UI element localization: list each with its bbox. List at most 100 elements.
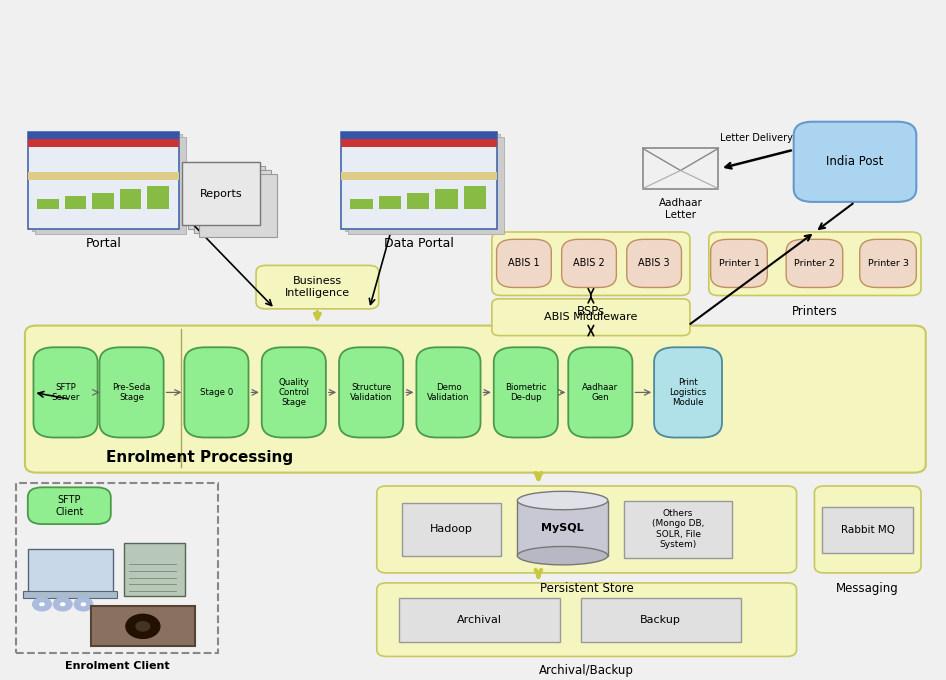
Text: Printers: Printers <box>792 305 838 318</box>
Text: Rabbit MQ: Rabbit MQ <box>841 525 895 535</box>
Circle shape <box>80 602 86 607</box>
Ellipse shape <box>517 492 608 510</box>
Bar <box>27 132 179 228</box>
FancyBboxPatch shape <box>815 486 921 573</box>
Bar <box>341 132 497 228</box>
Bar <box>91 607 195 647</box>
Bar <box>341 173 497 180</box>
Circle shape <box>39 602 44 607</box>
Text: Structure
Validation: Structure Validation <box>350 383 393 402</box>
Bar <box>37 199 59 209</box>
FancyBboxPatch shape <box>569 347 633 437</box>
Bar <box>407 192 429 209</box>
Bar <box>341 132 497 139</box>
Bar <box>15 483 219 653</box>
Text: Pre-Seda
Stage: Pre-Seda Stage <box>113 383 150 402</box>
Text: Reports: Reports <box>200 188 242 199</box>
Text: ABIS 1: ABIS 1 <box>508 258 540 269</box>
Bar <box>642 148 718 188</box>
Bar <box>200 174 277 237</box>
Text: Aadhaar
Gen: Aadhaar Gen <box>583 383 619 402</box>
FancyBboxPatch shape <box>492 232 690 296</box>
Text: ABIS Middleware: ABIS Middleware <box>544 312 638 322</box>
Text: Archival: Archival <box>457 615 502 625</box>
FancyBboxPatch shape <box>377 583 797 656</box>
FancyBboxPatch shape <box>627 239 681 288</box>
Text: BSPs: BSPs <box>577 305 604 318</box>
FancyBboxPatch shape <box>654 347 722 437</box>
Text: Print
Logistics
Module: Print Logistics Module <box>670 377 707 407</box>
Bar <box>435 189 458 209</box>
Bar <box>35 137 186 234</box>
Bar <box>23 591 117 598</box>
FancyBboxPatch shape <box>25 326 926 473</box>
Bar <box>517 500 608 556</box>
FancyBboxPatch shape <box>33 347 97 437</box>
Bar <box>31 135 183 231</box>
Bar <box>27 132 179 139</box>
FancyBboxPatch shape <box>99 347 164 437</box>
Bar <box>27 549 113 593</box>
FancyBboxPatch shape <box>339 347 403 437</box>
FancyBboxPatch shape <box>786 239 843 288</box>
Text: India Post: India Post <box>826 155 884 169</box>
Bar <box>378 196 401 209</box>
Text: Backup: Backup <box>640 615 681 625</box>
FancyBboxPatch shape <box>416 347 481 437</box>
FancyBboxPatch shape <box>184 347 249 437</box>
Circle shape <box>32 598 51 611</box>
FancyBboxPatch shape <box>860 239 917 288</box>
FancyBboxPatch shape <box>709 232 921 296</box>
Circle shape <box>135 621 150 632</box>
Text: Hadoop: Hadoop <box>430 524 473 534</box>
Text: ABIS 2: ABIS 2 <box>573 258 604 269</box>
Text: SFTP
Client: SFTP Client <box>55 495 83 517</box>
Text: Printer 1: Printer 1 <box>719 259 760 268</box>
Text: Quality
Control
Stage: Quality Control Stage <box>278 377 309 407</box>
Text: Business
Intelligence: Business Intelligence <box>285 276 350 298</box>
FancyBboxPatch shape <box>494 347 558 437</box>
Circle shape <box>53 598 72 611</box>
Bar <box>399 598 560 642</box>
Text: Printer 3: Printer 3 <box>867 259 908 268</box>
Bar <box>188 166 266 229</box>
Bar <box>119 189 141 209</box>
Text: Others
(Mongo DB,
SOLR, File
System): Others (Mongo DB, SOLR, File System) <box>652 509 705 549</box>
Bar <box>27 173 179 180</box>
Bar <box>183 162 260 225</box>
Text: Persistent Store: Persistent Store <box>540 581 634 594</box>
Text: Portal: Portal <box>85 237 121 250</box>
Bar <box>581 598 741 642</box>
Text: Enrolment Processing: Enrolment Processing <box>106 450 293 465</box>
Bar <box>27 139 179 148</box>
Text: SFTP
Server: SFTP Server <box>51 383 79 402</box>
Bar <box>348 137 504 234</box>
Circle shape <box>126 614 160 639</box>
Text: Aadhaar
Letter: Aadhaar Letter <box>658 198 703 220</box>
Text: MySQL: MySQL <box>541 523 584 533</box>
Bar <box>402 503 501 556</box>
Bar <box>350 199 373 209</box>
FancyBboxPatch shape <box>710 239 767 288</box>
Bar <box>624 500 732 558</box>
Bar <box>124 543 185 596</box>
Text: Letter Delivery: Letter Delivery <box>720 133 793 143</box>
Bar <box>92 192 114 209</box>
FancyBboxPatch shape <box>492 299 690 336</box>
FancyBboxPatch shape <box>256 265 378 309</box>
FancyBboxPatch shape <box>377 486 797 573</box>
FancyBboxPatch shape <box>262 347 325 437</box>
FancyBboxPatch shape <box>27 488 111 524</box>
Text: Biometric
De-dup: Biometric De-dup <box>505 383 547 402</box>
Bar <box>183 162 260 225</box>
Text: Archival/Backup: Archival/Backup <box>539 664 634 677</box>
FancyBboxPatch shape <box>497 239 552 288</box>
Bar <box>341 139 497 148</box>
Ellipse shape <box>517 547 608 565</box>
Bar <box>147 186 168 209</box>
Bar <box>194 170 272 233</box>
Text: Stage 0: Stage 0 <box>200 388 233 397</box>
Bar <box>464 186 486 209</box>
Circle shape <box>74 598 93 611</box>
Bar <box>822 507 914 553</box>
